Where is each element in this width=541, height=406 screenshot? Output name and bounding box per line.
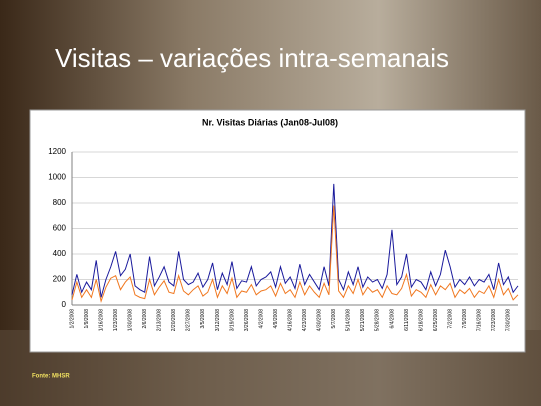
x-tick-label: 4/16/2008 [287,309,293,331]
y-tick-label: 800 [53,198,67,207]
x-tick-label: 5/7/2008 [331,309,337,329]
y-tick-label: 0 [62,300,67,309]
x-tick-label: 5/21/2008 [360,309,366,331]
x-tick-label: 1/2/2008 [69,309,75,329]
x-tick-label: 7/30/2008 [506,309,512,331]
x-tick-label: 7/9/2008 [462,309,468,329]
chart-box [29,109,526,353]
x-tick-label: 6/18/2008 [418,309,424,331]
x-tick-label: 1/23/2008 [113,309,119,331]
x-tick-label: 6/4/2008 [389,309,395,329]
x-tick-label: 7/23/2008 [491,309,497,331]
x-tick-label: 3/5/2008 [200,309,206,329]
x-tick-label: 2/27/2008 [186,309,192,331]
line-series [71,183,519,298]
x-tick-label: 3/19/2008 [229,309,235,331]
x-tick-label: 4/9/2008 [273,309,279,329]
x-tick-label: 7/2/2008 [447,309,453,329]
x-tick-label: 5/14/2008 [346,309,352,331]
x-tick-label: 5/28/2008 [375,309,381,331]
x-tick-label: 6/25/2008 [433,309,439,331]
x-tick-label: 1/9/2008 [84,309,90,329]
x-tick-label: 1/30/2008 [128,309,134,331]
x-tick-label: 2/6/2008 [142,309,148,329]
x-tick-label: 4/2/2008 [258,309,264,329]
x-tick-label: 4/23/2008 [302,309,308,331]
x-tick-label: 4/30/2008 [317,309,323,331]
x-tick-label: 1/16/2008 [98,309,104,331]
x-tick-label: 7/16/2008 [477,309,483,331]
line-series [71,205,519,304]
x-tick-label: 2/13/2008 [157,309,163,331]
x-tick-label: 3/12/2008 [215,309,221,331]
y-tick-label: 400 [53,249,67,258]
y-tick-label: 1000 [48,173,66,182]
x-tick-label: 6/11/2008 [404,309,410,331]
x-tick-label: 2/20/2008 [171,309,177,331]
chart-title: Nr. Visitas Diárias (Jan08-Jul08) [202,117,338,127]
source: Fonte: MHSR [32,374,70,380]
y-tick-label: 200 [53,275,67,284]
y-tick-label: 1200 [48,147,66,156]
y-tick-label: 600 [53,224,67,233]
x-tick-label: 3/26/2008 [244,309,250,331]
slide-title: Visitas – variações intra-semanais [55,43,449,73]
